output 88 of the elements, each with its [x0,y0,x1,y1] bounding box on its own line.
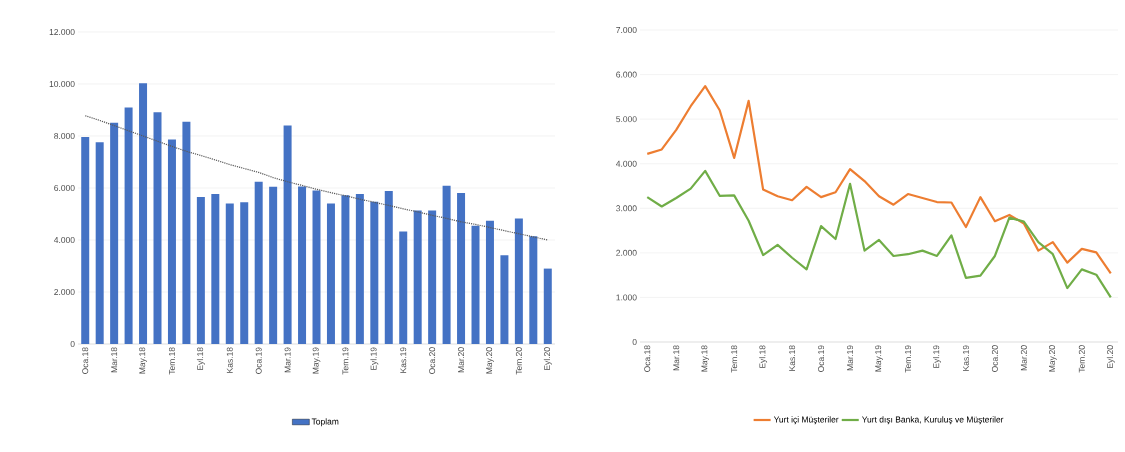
x-tick-label: Oca.19 [255,347,262,374]
bar [428,210,437,344]
bar [124,107,133,344]
x-tick-label: May.20 [486,347,494,374]
x-tick-label: May.18 [139,347,147,374]
x-tick-label: Oca.20 [991,345,998,372]
y-tick-label: 12.000 [49,29,75,35]
bar [442,185,451,344]
bar [500,255,509,344]
y-tick-label: 6.000 [616,71,637,78]
x-tick-label: May.18 [701,345,710,372]
x-tick-label: Mar.19 [847,345,854,371]
x-tick-label: Kas.19 [400,347,407,373]
y-tick-label: 2.000 [616,249,637,256]
x-tick-label: Eyl.19 [370,347,379,370]
x-tick-label: Eyl.20 [543,347,552,370]
x-tick-label: May.19 [312,347,321,374]
y-tick-label: 4.000 [53,237,75,243]
bar [225,203,234,344]
y-tick-label: 2.000 [54,289,75,295]
y-tick-label: 0 [70,341,75,347]
y-tick-label: 7.000 [616,27,637,33]
x-tick-label: Mar.18 [111,347,118,373]
y-tick-label: 8.000 [54,133,75,139]
x-tick-label: Mar.19 [284,347,291,373]
x-tick-label: Tem.19 [342,347,349,375]
bar [471,225,480,344]
bar [399,231,408,344]
y-tick-label: 6.000 [54,185,75,191]
x-tick-label: Eyl.20 [1106,345,1115,368]
y-tick-label: 5.000 [616,116,637,123]
x-tick-label: Kas.18 [789,345,796,371]
bar [326,203,335,344]
bar [543,268,552,344]
x-tick-label: May.20 [1049,345,1057,372]
bar [298,186,307,344]
bar [110,122,119,344]
bar [341,195,350,344]
x-tick-label: Kas.18 [226,347,233,373]
bar [355,193,364,344]
bar [457,192,466,344]
x-tick-label: Oca.19 [818,345,825,372]
y-tick-label: 1.000 [616,294,637,301]
x-tick-label: Tem.20 [1078,345,1085,373]
legend-label: Toplam [311,418,339,427]
line-series [646,169,1112,299]
bar [196,197,205,344]
x-tick-label: Kas.19 [962,345,969,371]
x-tick-label: Mar.20 [1020,345,1027,371]
bar [167,139,176,344]
x-tick-label: Tem.20 [515,347,522,375]
bar [254,181,263,344]
line-series [646,85,1112,275]
bar [211,193,220,344]
legend-label: Yurt dışı Banka, Kuruluş ve Müşteriler [862,416,1004,425]
bar [384,191,393,344]
y-tick-label: 3.000 [616,205,637,212]
bar [240,202,249,344]
bar [182,121,191,344]
x-tick-label: Tem.18 [168,347,175,375]
x-tick-label: May.19 [875,345,883,372]
bar [139,83,148,344]
x-tick-label: Eyl.19 [933,345,941,368]
bar [413,210,422,344]
bar [81,137,90,344]
bar [283,125,292,344]
line-series [84,115,549,241]
bar [529,236,538,344]
x-tick-label: Oca.18 [82,347,89,374]
legend-label: Yurt içi Müşteriler [773,416,839,425]
x-tick-label: Eyl.18 [759,345,768,368]
bar [153,112,162,344]
x-tick-label: Mar.18 [673,345,680,371]
bar [269,186,278,344]
x-tick-label: Tem.18 [731,345,738,373]
bar [514,218,523,344]
bar [312,190,321,344]
y-tick-label: 10.000 [49,81,75,87]
x-tick-label: Eyl.18 [196,347,205,370]
y-tick-label: 0 [632,339,637,345]
x-tick-label: Oca.20 [429,347,436,374]
x-tick-label: Tem.19 [904,345,911,373]
x-tick-label: Mar.20 [458,347,465,373]
bar [95,142,104,344]
x-tick-label: Oca.18 [644,345,651,372]
y-tick-label: 4.000 [615,160,637,167]
bar [485,220,494,344]
bar [370,201,379,344]
